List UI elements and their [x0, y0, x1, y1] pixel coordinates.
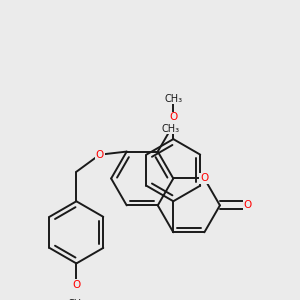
Text: O: O [72, 280, 80, 290]
Text: O: O [169, 112, 177, 122]
Text: CH₃: CH₃ [164, 94, 182, 104]
Text: CH₃: CH₃ [162, 124, 180, 134]
Text: O: O [244, 200, 252, 210]
Text: O: O [95, 150, 104, 160]
Text: O: O [200, 173, 208, 184]
Text: CH₃: CH₃ [67, 299, 86, 300]
